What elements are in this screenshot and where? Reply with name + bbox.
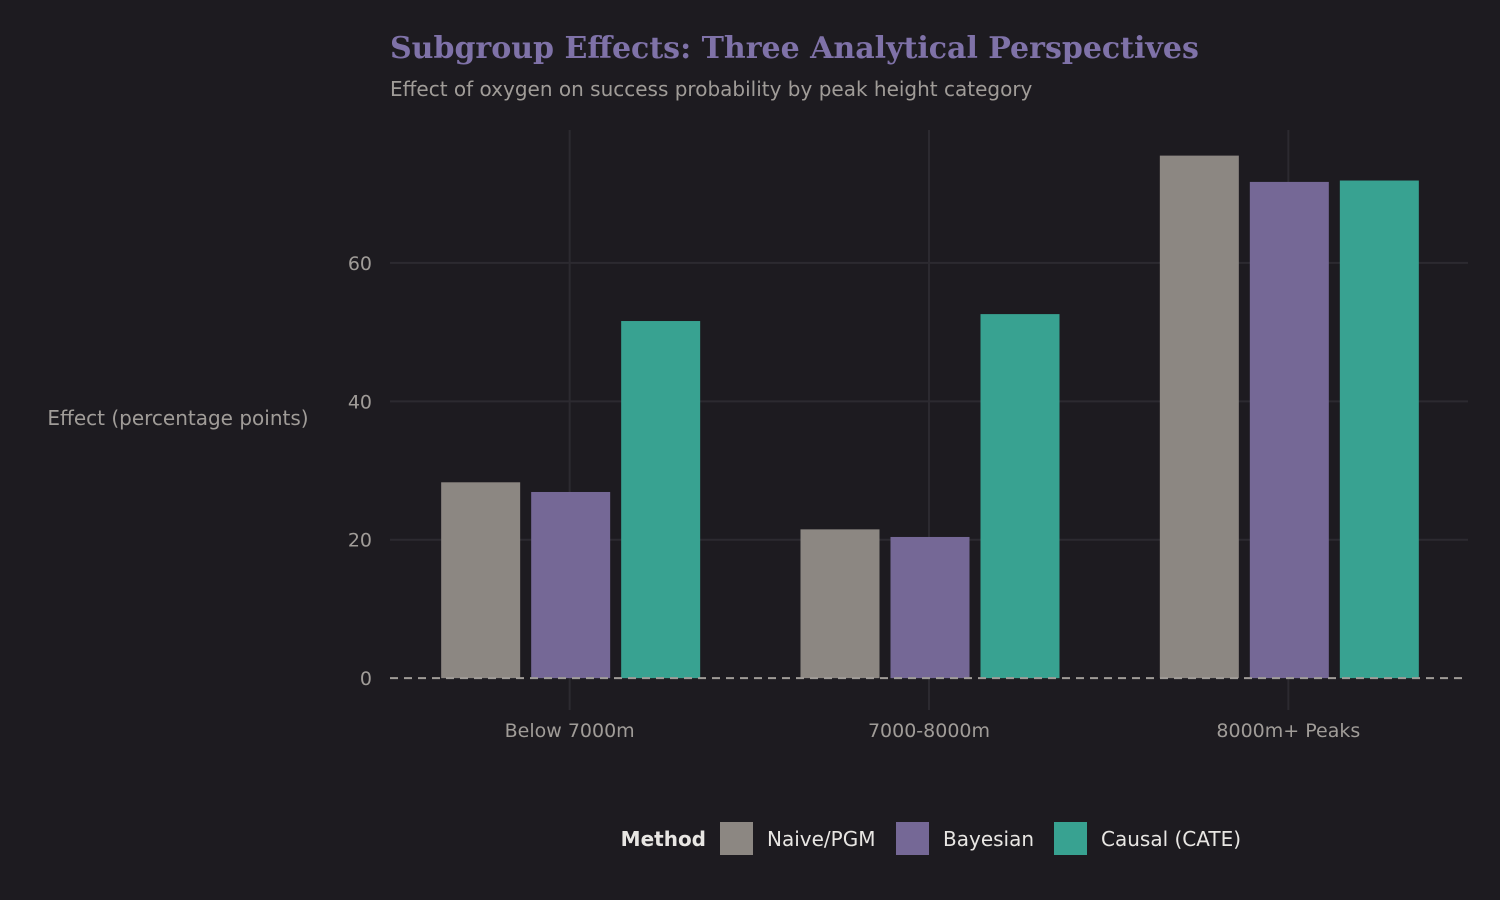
- bar-bayesian-0: [531, 491, 611, 679]
- legend-label: Naive/PGM: [767, 827, 875, 851]
- x-tick-label: 7000-8000m: [868, 720, 990, 742]
- y-tick-label: 20: [348, 530, 372, 552]
- bar-causal-cate--0: [621, 321, 701, 679]
- bars: [390, 155, 1468, 680]
- chart-title: Subgroup Effects: Three Analytical Persp…: [390, 31, 1199, 66]
- bar-naive-pgm-1: [800, 529, 880, 679]
- y-axis-label: Effect (percentage points): [47, 406, 308, 430]
- chart-subtitle: Effect of oxygen on success probability …: [390, 77, 1033, 101]
- x-ticks: Below 7000m 7000-8000m 8000m+ Peaks: [505, 720, 1361, 742]
- y-ticks: 0 20 40 60: [348, 253, 372, 690]
- legend-label: Causal (CATE): [1101, 827, 1241, 851]
- bar-bayesian-1: [890, 536, 970, 679]
- y-tick-label: 0: [360, 668, 372, 690]
- x-tick-label: 8000m+ Peaks: [1216, 720, 1360, 742]
- bar-naive-pgm-2: [1159, 155, 1239, 679]
- bar-bayesian-2: [1249, 181, 1329, 679]
- legend-swatch: [1054, 822, 1087, 855]
- legend-swatch: [720, 822, 753, 855]
- bar-causal-cate--1: [980, 314, 1060, 679]
- legend-title: Method: [621, 827, 706, 851]
- legend-swatch: [896, 822, 929, 855]
- bar-naive-pgm-0: [441, 482, 521, 679]
- legend-label: Bayesian: [943, 827, 1034, 851]
- x-tick-label: Below 7000m: [505, 720, 635, 742]
- legend: Method Naive/PGM Bayesian Causal (CATE): [621, 822, 1241, 855]
- y-tick-label: 40: [348, 391, 372, 413]
- bar-causal-cate--2: [1339, 180, 1419, 679]
- y-tick-label: 60: [348, 253, 372, 275]
